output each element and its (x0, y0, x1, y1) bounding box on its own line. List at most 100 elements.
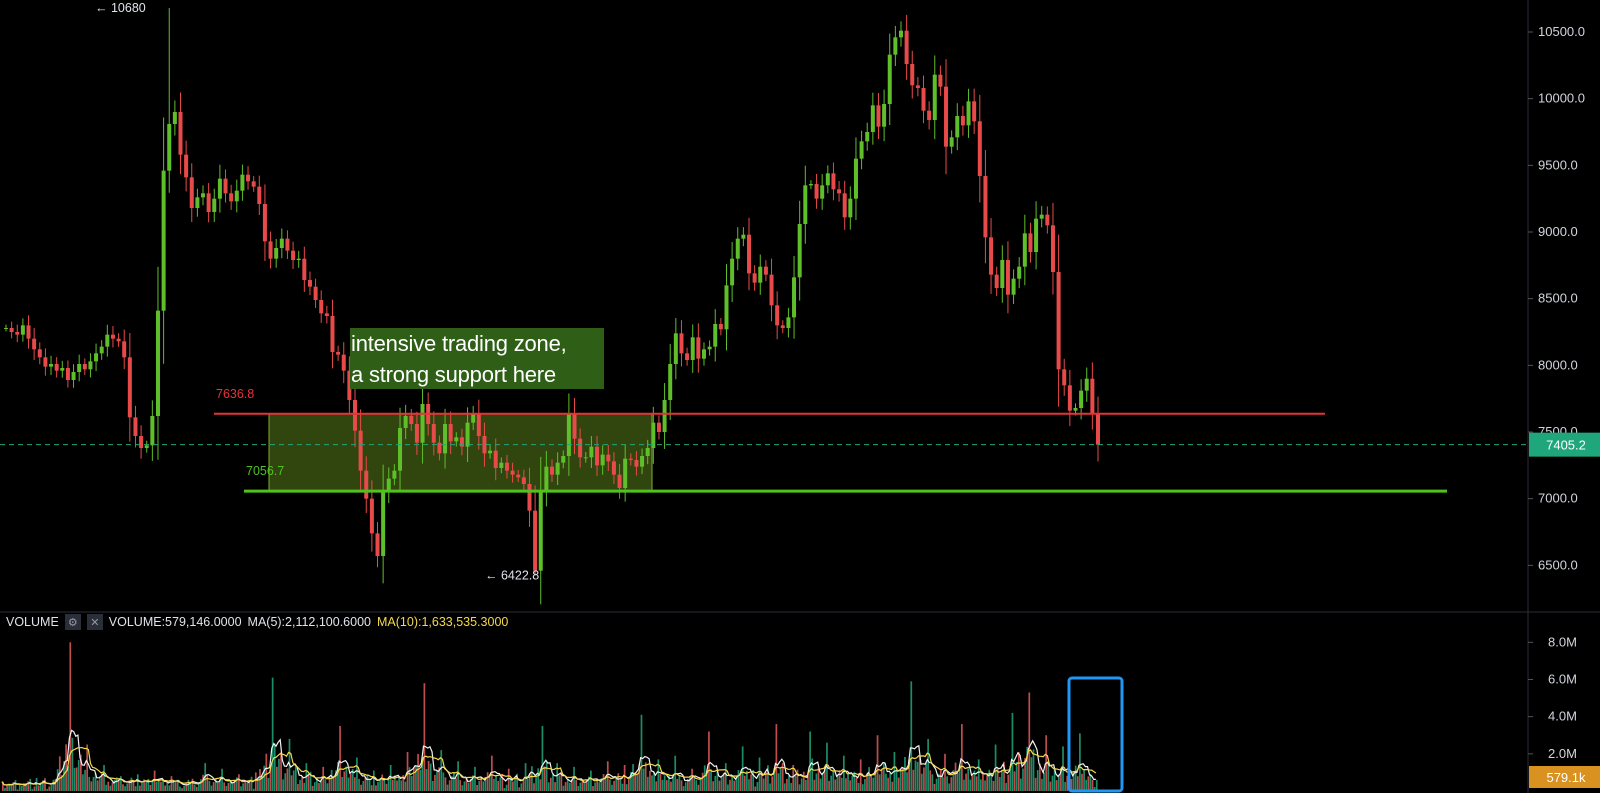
candle-body (780, 325, 785, 328)
candle-body (538, 490, 543, 571)
volume-bar (634, 772, 637, 791)
settings-icon[interactable]: ⚙ (64, 614, 81, 630)
volume-bar (172, 780, 175, 791)
volume-bar (815, 773, 818, 791)
volume-bar (748, 779, 750, 791)
volume-bar (1028, 692, 1031, 791)
volume-bar (339, 725, 341, 791)
volume-bar (861, 784, 864, 791)
volume-bar (398, 775, 400, 791)
volume-bar (908, 760, 911, 791)
candle-body (1022, 233, 1027, 267)
candle-body (257, 186, 262, 204)
volume-bar (923, 767, 925, 791)
volume-bar (617, 773, 620, 791)
volume-bar (383, 778, 386, 791)
candle-body (718, 324, 723, 330)
volume-bar (495, 775, 497, 791)
candle-body (364, 470, 369, 499)
volume-bar (630, 771, 632, 791)
volume-bar (12, 782, 15, 791)
candle-body (983, 176, 988, 238)
volume-bar (63, 761, 65, 791)
volume-bar (248, 779, 251, 791)
volume-tick-label: 6.0M (1548, 671, 1577, 686)
volume-bar (364, 777, 367, 791)
candle-body (347, 370, 352, 400)
candle-body (448, 424, 453, 442)
volume-bar (1072, 772, 1075, 791)
volume-bar (733, 780, 736, 791)
candle-body (49, 364, 54, 367)
volume-bar (1022, 768, 1024, 791)
volume-bar (920, 773, 923, 791)
max-price-label: ← 10680 (95, 1, 146, 15)
candle-body (730, 258, 735, 286)
volume-bar (290, 775, 293, 791)
volume-bar (375, 785, 377, 791)
volume-bar (998, 777, 1001, 791)
volume-bar (632, 764, 634, 791)
candle-body (1073, 408, 1078, 411)
volume-bar (790, 783, 792, 791)
volume-bar (986, 775, 988, 791)
candle-body (1034, 218, 1039, 252)
candle-body (870, 105, 875, 132)
volume-bar (547, 782, 550, 791)
volume-bar (233, 780, 236, 791)
volume-bar (958, 764, 961, 791)
volume-bar (811, 758, 814, 791)
volume-bar (817, 767, 820, 791)
volume-bar (160, 781, 162, 791)
candle-body (921, 88, 926, 111)
close-icon[interactable]: ✕ (86, 614, 103, 630)
volume-bar (895, 769, 898, 791)
volume-bar (668, 775, 670, 791)
candle-body (701, 349, 706, 359)
candle-body (465, 422, 470, 447)
volume-bar (1093, 787, 1096, 791)
volume-bar (406, 751, 409, 791)
candle-body (454, 437, 459, 442)
volume-bar (948, 783, 951, 791)
price-tick-label: 9000.0 (1538, 224, 1578, 239)
volume-bar (238, 774, 240, 791)
candle-body (201, 193, 206, 198)
volume-bar (408, 767, 411, 791)
volume-bar (807, 773, 809, 791)
volume-bar (904, 756, 906, 791)
candle-body (932, 74, 937, 120)
candle-body (336, 352, 341, 355)
volume-bar (377, 781, 379, 791)
volume-bar (343, 771, 346, 791)
candle-body (893, 37, 898, 55)
volume-bar (415, 765, 417, 791)
volume-bar (1020, 778, 1022, 791)
volume-bar (813, 779, 816, 791)
volume-bar (988, 769, 991, 791)
candle-body (865, 132, 870, 142)
volume-bar (609, 779, 611, 791)
volume-bar (67, 765, 70, 791)
volume-bar (845, 778, 847, 791)
volume-bar (587, 776, 590, 791)
volume-bar (1003, 761, 1005, 791)
volume-bar (170, 776, 173, 791)
volume-bar (935, 778, 938, 791)
candle-body (319, 300, 324, 314)
volume-bar (872, 777, 875, 791)
volume-bar (842, 755, 845, 791)
volume-bar (442, 772, 445, 791)
annotation-box[interactable]: intensive trading zone, a strong support… (350, 328, 604, 389)
volume-bar (476, 785, 478, 791)
candle-body (628, 458, 633, 460)
volume-bar (1030, 757, 1033, 791)
volume-bar (503, 787, 506, 791)
volume-bar (663, 775, 666, 791)
volume-bar (482, 781, 485, 791)
volume-bar (385, 783, 388, 791)
candle-body (274, 248, 279, 259)
volume-bar (143, 779, 145, 791)
candle-body (960, 116, 965, 126)
